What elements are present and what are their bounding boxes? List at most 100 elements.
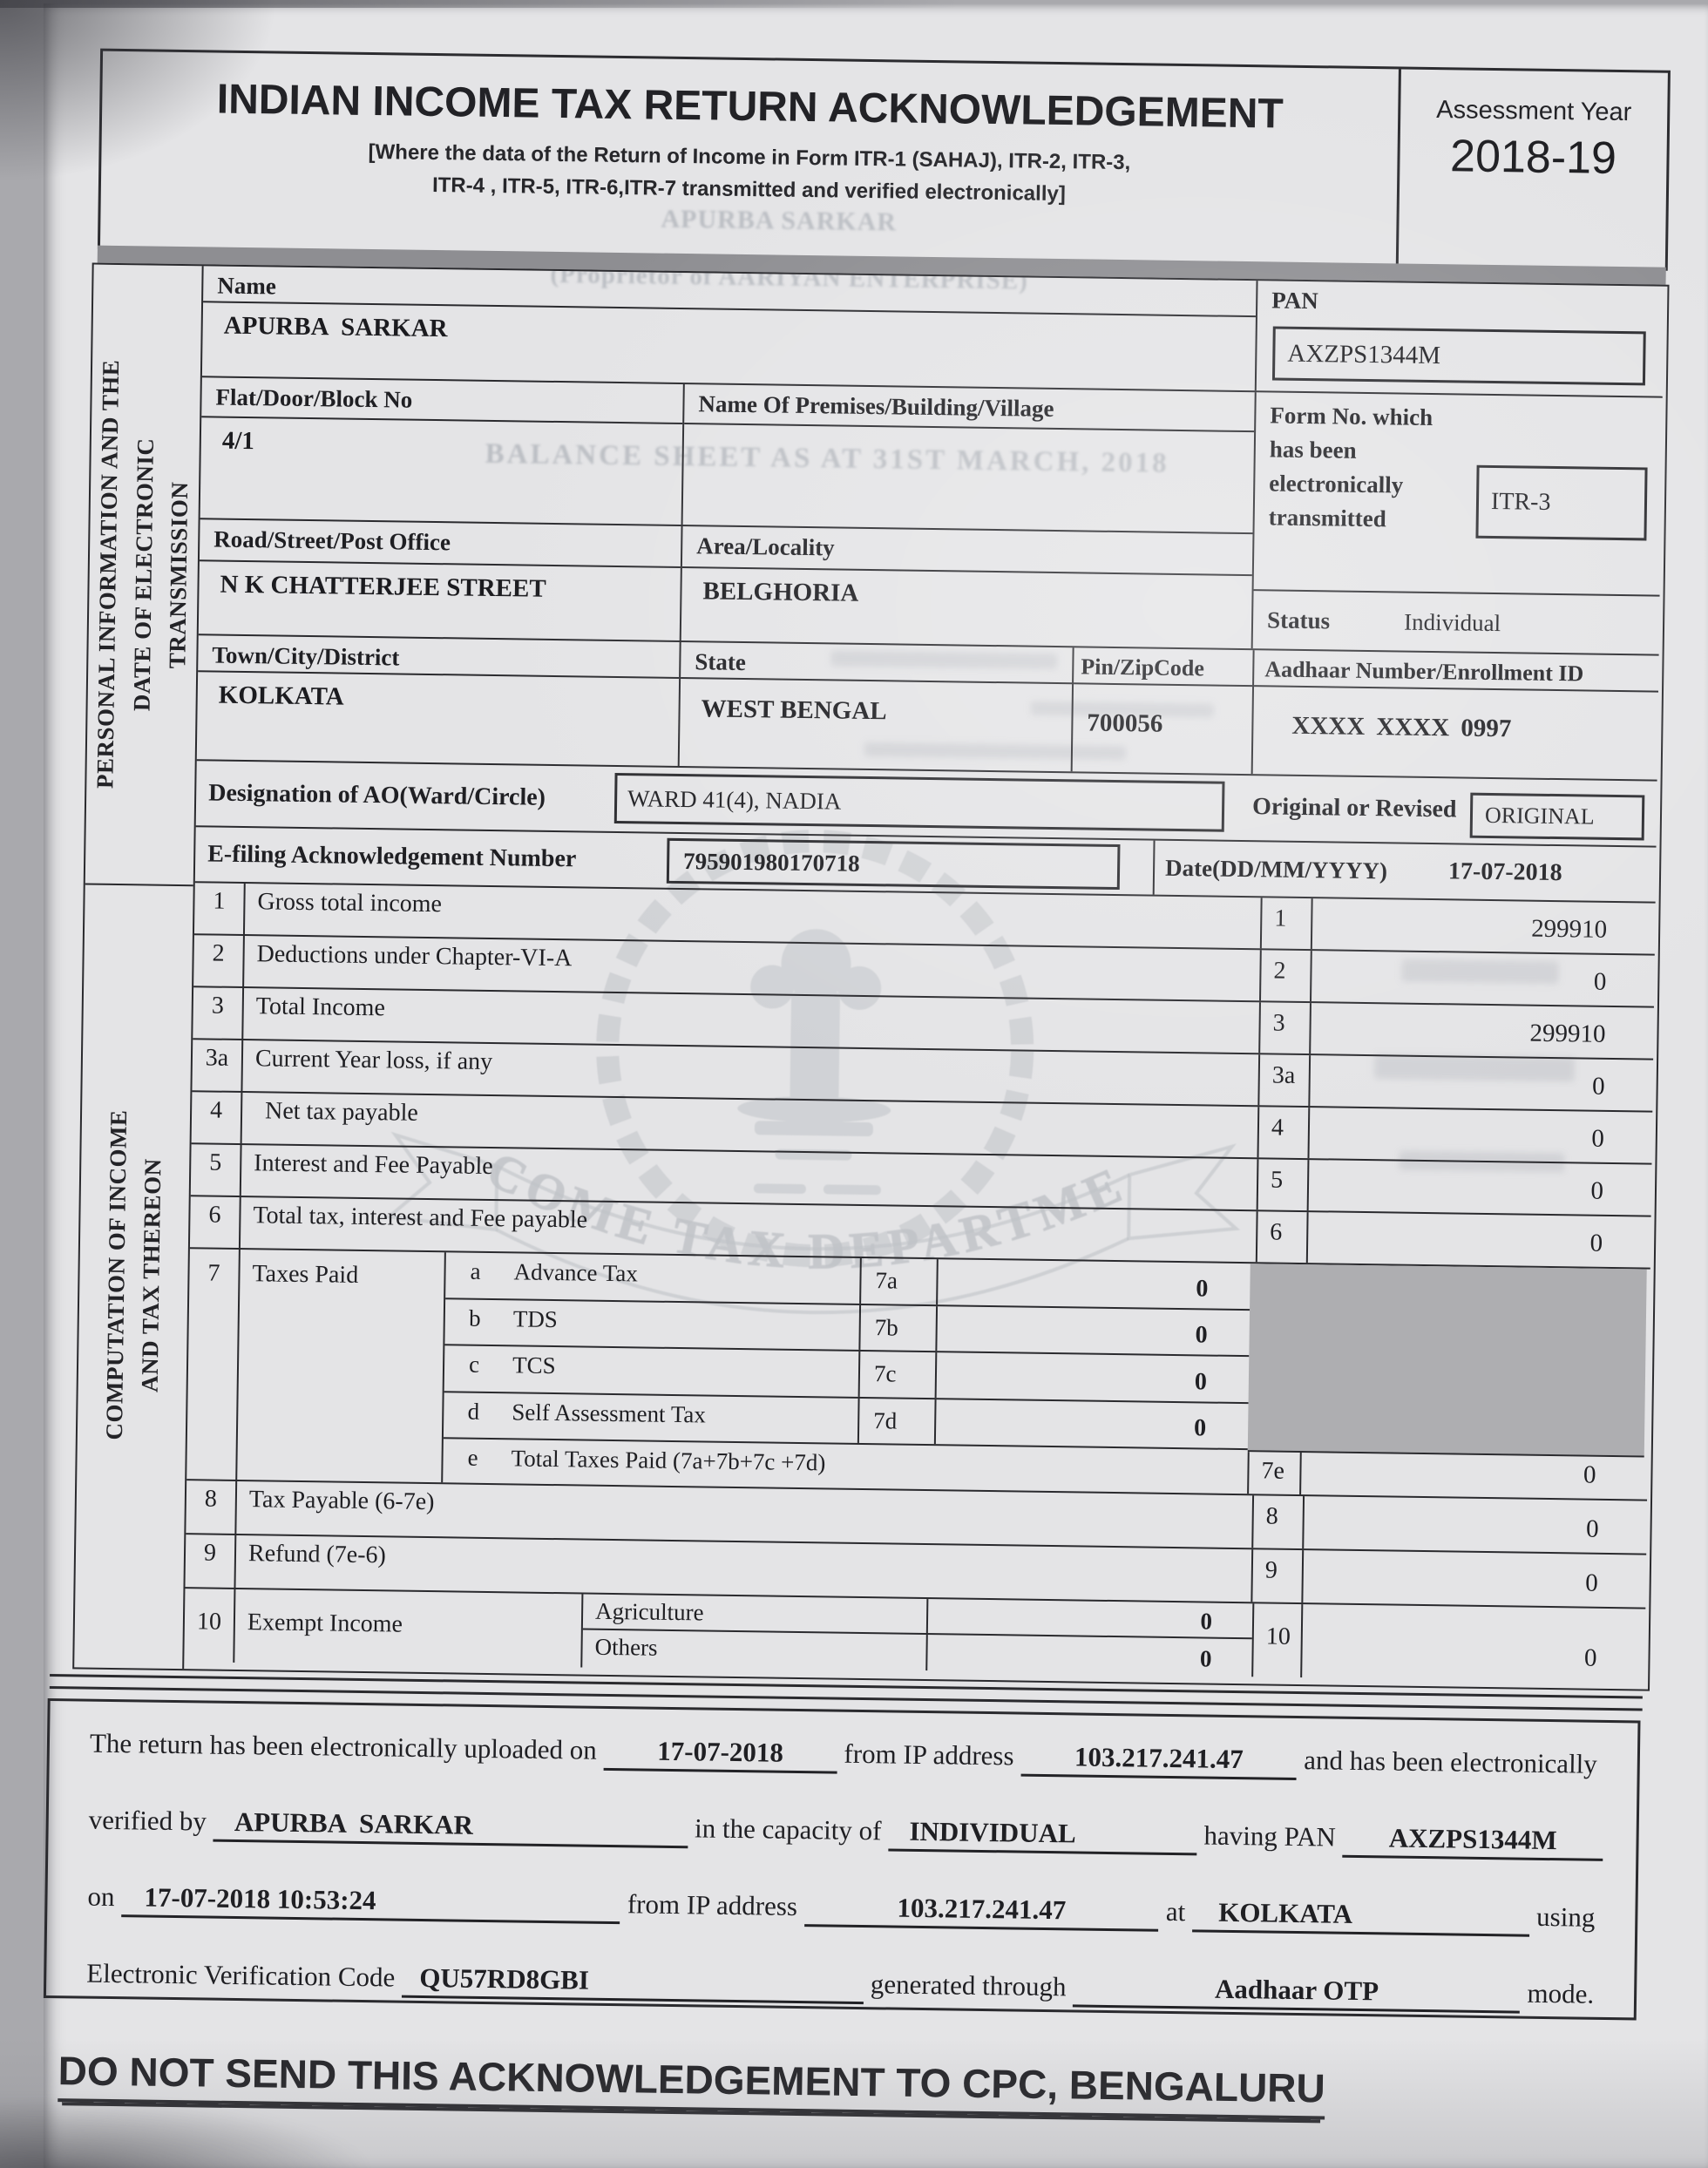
row-7e-right: 7e 0 (1247, 1450, 1644, 1500)
road-label: Road/Street/Post Office (199, 519, 681, 568)
verification-text: having PAN (1203, 1819, 1337, 1853)
row-value: 0 (1584, 1568, 1598, 1597)
ao-value: WARD 41(4), NADIA (627, 784, 842, 815)
row-ref-number: 6 (1257, 1211, 1309, 1264)
uploaded-date-value: 17-07-2018 (603, 1734, 837, 1774)
subrow-label: Agriculture (582, 1594, 929, 1634)
road-value: N K CHATTERJEE STREET (220, 570, 546, 603)
name-cell: Name APURBA SARKAR (202, 266, 1257, 390)
verification-text: on (87, 1880, 115, 1913)
ip-address-value-2: 103.217.241.47 (803, 1891, 1160, 1932)
form-no-cell: Form No. which has been electronically t… (1254, 392, 1663, 594)
date-cell: Date(DD/MM/YYYY) 17-07-2018 (1152, 840, 1657, 902)
taxes-paid-label: Taxes Paid (237, 1250, 446, 1483)
subrow-label: Advance Tax (505, 1253, 862, 1304)
verification-text: mode. (1527, 1977, 1595, 2009)
area-value: BELGHORIA (702, 577, 859, 607)
pan-value: AXZPS1344M (1287, 339, 1441, 369)
row-number: 6 (189, 1196, 241, 1249)
sidebar-computation-line: AND TAX THEREON (136, 1158, 166, 1393)
verification-text: Electronic Verification Code (86, 1957, 396, 1993)
town-state-pin-aadhaar-row: Town/City/District KOLKATA State WEST BE… (196, 633, 1659, 780)
subrow-code: 7d (858, 1398, 937, 1445)
capacity-value: INDIVIDUAL (888, 1815, 1197, 1856)
evc-mode-value: Aadhaar OTP (1073, 1971, 1521, 2014)
verification-text: using (1535, 1900, 1596, 1933)
ao-value-box: WARD 41(4), NADIA (613, 772, 1225, 832)
status-cell: Status Individual (1252, 589, 1660, 654)
row-number: 3a (192, 1040, 244, 1092)
sidebar-personal-info-cell: PERSONAL INFORMATION AND THE DATE OF ELE… (85, 264, 202, 887)
row-value: 0 (1583, 1460, 1596, 1489)
ack-value-box: 795901980170718 (666, 837, 1121, 891)
row-value: 0 (1589, 1229, 1603, 1257)
subrow-letter: d (467, 1398, 480, 1425)
verification-line-1: The return has been electronically uploa… (83, 1728, 1604, 1785)
scan-edge-top (0, 0, 959, 8)
verification-line-3: on 17-07-2018 10:53:24 from IP address 1… (80, 1881, 1602, 1938)
subrow-value: 0 (1196, 1274, 1209, 1303)
row-ref-number: 9 (1252, 1549, 1305, 1603)
row-ref-number: 3 (1260, 1002, 1312, 1054)
row-value: 0 (1593, 967, 1607, 996)
pan-value-box: AXZPS1344M (1271, 326, 1646, 386)
row-value: 0 (1591, 1072, 1605, 1101)
sidebar-computation-line: COMPUTATION OF INCOME (100, 1109, 132, 1440)
road-area-row: Road/Street/Post Office N K CHATTERJEE S… (198, 518, 1253, 649)
road-cell: Road/Street/Post Office N K CHATTERJEE S… (199, 519, 681, 640)
row-number: 1 (193, 883, 246, 935)
pan-label: PAN (1271, 287, 1318, 315)
subrow-letter: a (470, 1257, 481, 1284)
status-label: Status (1266, 606, 1331, 633)
row-number: 10 (184, 1589, 236, 1663)
subrow-label: Self Assessment Tax (502, 1393, 860, 1444)
ip-address-value: 103.217.241.47 (1020, 1740, 1298, 1780)
document-header: INDIAN INCOME TAX RETURN ACKNOWLEDGEMENT… (97, 48, 1671, 271)
ao-label: Designation of AO(Ward/Circle) (207, 779, 546, 811)
flat-premises-row: Flat/Door/Block No 4/1 Name Of Premises/… (200, 377, 1255, 533)
verification-text: in the capacity of (694, 1812, 882, 1846)
town-value: KOLKATA (218, 681, 344, 711)
original-or-revised-label: Original or Revised (1251, 793, 1457, 823)
date-value: 17-07-2018 (1447, 857, 1562, 887)
original-or-revised-value: ORIGINAL (1484, 802, 1595, 830)
pan-verify-value: AXZPS1344M (1342, 1821, 1603, 1861)
exempt-income-label: Exempt Income (234, 1589, 584, 1668)
paper-sheet (44, 3, 1708, 2168)
row-number: 5 (190, 1144, 242, 1196)
subrow-value: 0 (1193, 1414, 1207, 1442)
verification-text: from IP address (844, 1738, 1014, 1772)
document-title: INDIAN INCOME TAX RETURN ACKNOWLEDGEMENT (216, 76, 1284, 138)
main-form-table: PERSONAL INFORMATION AND THE DATE OF ELE… (72, 262, 1670, 1691)
footer-warning-text: DO NOT SEND THIS ACKNOWLEDGEMENT TO CPC,… (58, 2047, 1326, 2120)
flat-cell: Flat/Door/Block No 4/1 (200, 377, 683, 525)
row-number: 9 (185, 1535, 237, 1588)
original-or-revised-box: ORIGINAL (1469, 792, 1645, 841)
state-cell: State WEST BENGAL (677, 641, 1073, 772)
address-rows: Flat/Door/Block No 4/1 Name Of Premises/… (198, 376, 1663, 654)
form-content: Name APURBA SARKAR PAN AXZPS1344M (184, 266, 1664, 1689)
pan-cell: PAN AXZPS1344M (1254, 281, 1664, 396)
row-ref-number: 7e (1247, 1452, 1302, 1495)
form-no-label: Form No. which has been electronically t… (1268, 402, 1434, 532)
subrow-label: TDS (504, 1299, 862, 1351)
premises-cell: Name Of Premises/Building/Village (681, 384, 1255, 533)
row-value: 0 (1585, 1514, 1599, 1543)
ashoka-capital-figure (737, 929, 891, 1196)
verification-text: The return has been electronically uploa… (89, 1727, 598, 1765)
redacted-gray-box (1247, 1264, 1647, 1456)
aadhaar-label: Aadhaar Number/Enrollment ID (1254, 650, 1659, 693)
income-tax-department-watermark: INCOME TAX DEPARTMENT (315, 787, 1241, 1315)
verification-text: from IP address (627, 1888, 798, 1922)
assessment-year-label: Assessment Year (1436, 96, 1632, 127)
sidebar-personal-info-line: TRANSMISSION (164, 481, 193, 669)
row-number: 2 (193, 935, 245, 987)
row-number: 8 (186, 1480, 238, 1534)
subrow-letter: b (468, 1304, 481, 1331)
assessment-year-box: Assessment Year 2018-19 (1395, 69, 1668, 268)
verification-text: verified by (88, 1804, 207, 1837)
row-ref-number: 2 (1261, 950, 1312, 1002)
pin-value: 700056 (1087, 708, 1163, 738)
